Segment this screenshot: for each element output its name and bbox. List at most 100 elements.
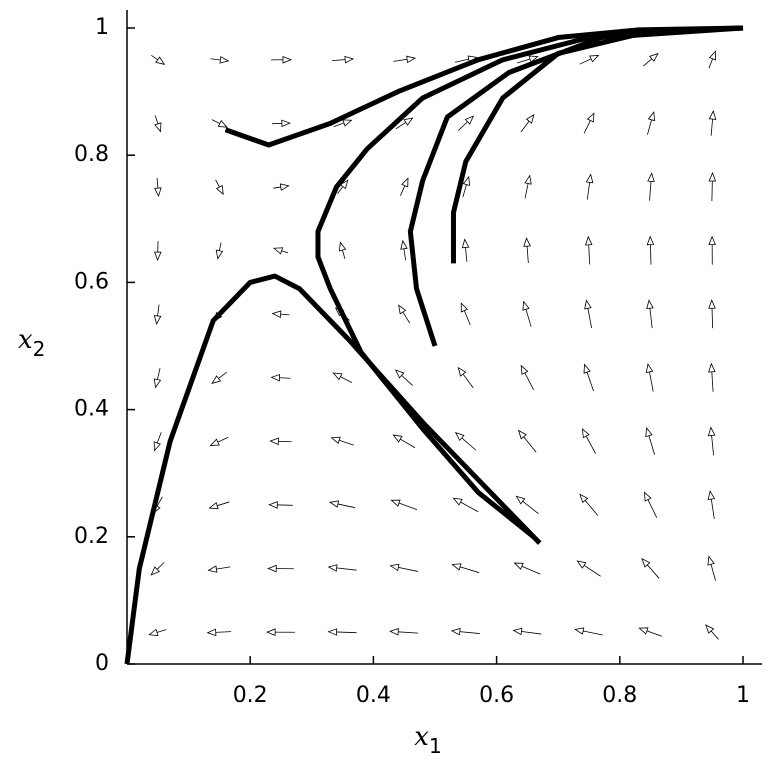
field-arrow bbox=[390, 499, 418, 511]
arrow-head bbox=[525, 113, 535, 124]
field-arrow bbox=[153, 241, 162, 262]
field-arrow bbox=[643, 52, 659, 67]
field-arrow bbox=[338, 241, 347, 259]
arrow-head bbox=[148, 628, 159, 636]
arrow-head bbox=[279, 183, 290, 191]
arrow-head bbox=[585, 173, 594, 184]
field-arrow bbox=[574, 627, 603, 636]
arrow-head bbox=[708, 299, 716, 309]
field-arrow bbox=[707, 426, 716, 456]
field-arrow bbox=[515, 495, 539, 514]
field-arrow bbox=[272, 247, 289, 255]
y-tick-label: 0.8 bbox=[74, 142, 109, 167]
arrow-head bbox=[219, 56, 230, 64]
arrow-head bbox=[342, 119, 353, 127]
field-arrow bbox=[154, 177, 162, 198]
field-arrow bbox=[647, 111, 656, 135]
arrow-head bbox=[451, 563, 462, 571]
field-arrow bbox=[644, 491, 658, 518]
field-arrow bbox=[708, 110, 717, 136]
field-arrow bbox=[266, 628, 295, 636]
field-arrow bbox=[333, 119, 353, 127]
field-arrow bbox=[457, 366, 474, 389]
x-label-subscript: 1 bbox=[429, 734, 442, 758]
x-axis-label: x1 bbox=[414, 722, 441, 758]
arrow-head bbox=[646, 299, 654, 310]
field-arrow bbox=[208, 501, 230, 510]
field-arrow bbox=[394, 369, 413, 386]
arrow-head bbox=[338, 241, 347, 252]
y-label-symbol: x bbox=[18, 325, 33, 355]
arrow-head bbox=[155, 56, 166, 65]
field-arrow bbox=[524, 174, 532, 199]
arrow-head bbox=[153, 378, 162, 389]
arrow-head bbox=[392, 434, 403, 443]
trajectory bbox=[450, 25, 744, 264]
arrow-head bbox=[644, 491, 652, 502]
field-arrow bbox=[461, 238, 470, 262]
arrow-head bbox=[268, 501, 278, 509]
field-arrow bbox=[150, 562, 165, 576]
field-arrow bbox=[392, 434, 416, 449]
arrow-head bbox=[215, 184, 224, 196]
arrow-head bbox=[153, 251, 162, 262]
field-arrow bbox=[215, 242, 224, 260]
field-arrow bbox=[584, 235, 593, 265]
arrow-head bbox=[581, 428, 590, 439]
field-arrow bbox=[207, 565, 231, 573]
arrow-head bbox=[327, 564, 338, 572]
arrow-head bbox=[400, 239, 408, 250]
field-arrow bbox=[579, 493, 599, 516]
arrow-head bbox=[647, 111, 656, 122]
field-arrow bbox=[581, 428, 596, 454]
arrow-head bbox=[450, 627, 461, 636]
field-arrow bbox=[328, 500, 356, 509]
arrow-head bbox=[645, 362, 654, 374]
field-arrow bbox=[337, 179, 349, 195]
field-arrow bbox=[512, 627, 542, 636]
field-arrow bbox=[389, 628, 419, 636]
field-arrow bbox=[645, 426, 656, 455]
arrow-head bbox=[209, 438, 220, 447]
arrow-head bbox=[708, 362, 716, 373]
field-arrow bbox=[646, 235, 655, 265]
arrow-head bbox=[282, 55, 293, 64]
field-arrow bbox=[450, 627, 480, 636]
field-arrow bbox=[211, 119, 228, 128]
arrow-head bbox=[401, 177, 409, 188]
field-arrow bbox=[708, 50, 716, 69]
arrow-head bbox=[266, 628, 276, 636]
arrow-head bbox=[150, 566, 160, 576]
arrow-head bbox=[389, 563, 400, 572]
field-arrow bbox=[517, 55, 539, 64]
field-arrow bbox=[400, 177, 409, 196]
arrow-head bbox=[707, 555, 715, 566]
field-arrow bbox=[211, 371, 227, 384]
x-tick-label: 0.4 bbox=[356, 683, 391, 708]
trajectory bbox=[315, 25, 744, 539]
arrow-head bbox=[206, 628, 217, 637]
trajectory bbox=[124, 273, 542, 665]
field-arrow bbox=[330, 436, 354, 446]
field-arrow bbox=[579, 54, 600, 65]
field-arrow bbox=[271, 310, 290, 318]
arrow-head bbox=[328, 500, 340, 508]
arrow-head bbox=[584, 299, 592, 310]
arrow-head bbox=[389, 628, 399, 636]
arrow-head bbox=[281, 119, 291, 128]
field-arrow bbox=[269, 437, 292, 446]
arrow-head bbox=[153, 315, 162, 325]
y-tick-label: 0.2 bbox=[74, 524, 109, 549]
field-arrow bbox=[393, 55, 417, 64]
field-arrow bbox=[451, 563, 480, 574]
arrow-head bbox=[332, 372, 343, 381]
arrow-head bbox=[452, 497, 463, 506]
field-arrow bbox=[583, 363, 594, 392]
field-arrow bbox=[395, 117, 414, 130]
arrow-head bbox=[461, 238, 470, 249]
arrow-head bbox=[574, 627, 585, 635]
field-arrow bbox=[522, 300, 532, 327]
arrow-head bbox=[584, 235, 593, 246]
y-label-subscript: 2 bbox=[33, 337, 46, 361]
field-arrow bbox=[576, 560, 601, 577]
